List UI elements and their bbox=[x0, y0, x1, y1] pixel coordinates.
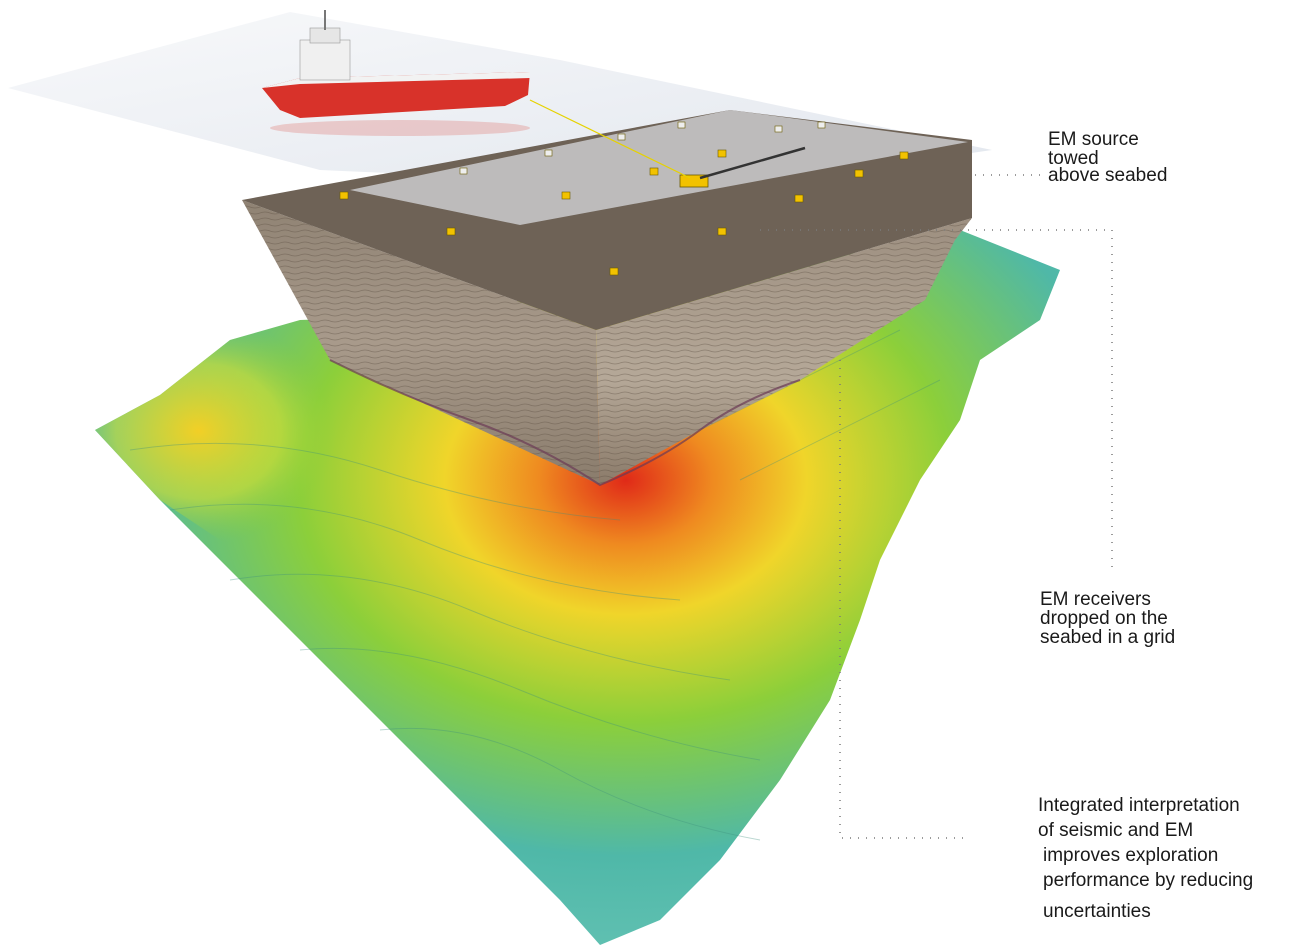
seismic-block bbox=[242, 110, 972, 487]
seabed-terrain bbox=[95, 230, 1060, 945]
callout-lines bbox=[760, 174, 1113, 839]
tow-cable bbox=[529, 99, 691, 179]
em-receivers-label: EM receivers dropped on the seabed in a … bbox=[1040, 589, 1176, 648]
seabed-transparent-area bbox=[350, 110, 968, 225]
survey-vessel bbox=[262, 10, 530, 136]
em-source-label: EM source towed above seabed bbox=[1048, 129, 1168, 186]
integrated-interpretation-label: Integrated interpretation of seismic and… bbox=[1038, 795, 1254, 922]
em-receivers bbox=[339, 121, 909, 276]
